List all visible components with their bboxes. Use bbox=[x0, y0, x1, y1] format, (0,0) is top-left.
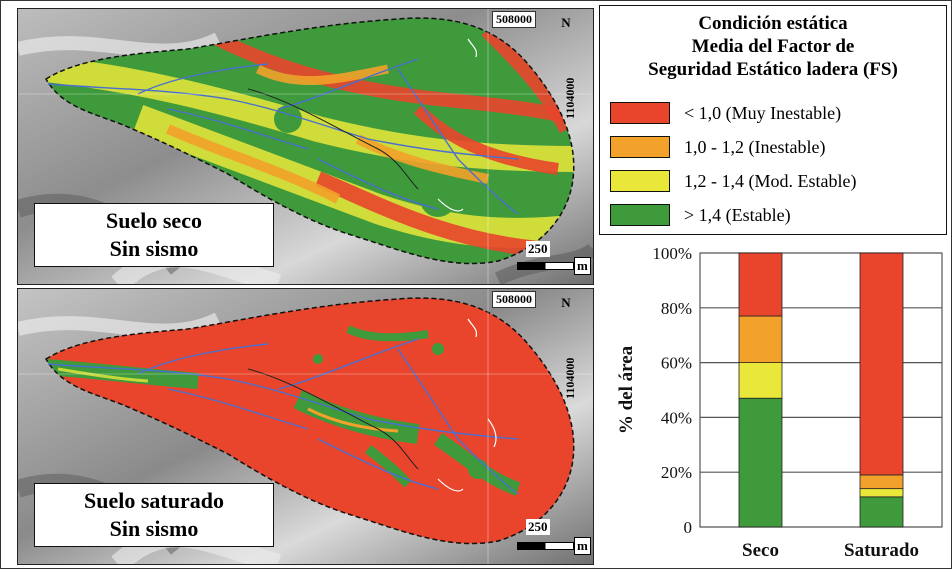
y-tick-label: 80% bbox=[661, 299, 692, 318]
map-dry-scale-bar bbox=[517, 262, 574, 270]
x-tick-label: Saturado bbox=[844, 540, 919, 561]
y-tick-label: 100% bbox=[652, 244, 692, 263]
legend-label-very-unstable: < 1,0 (Muy Inestable) bbox=[684, 102, 842, 123]
area-percentage-chart: 0 20% 40% 60% 80% 100% % del área Seco Saturado bbox=[602, 240, 947, 568]
map-dry-soil: 508000 1104000 N Suelo seco Sin sismo 25… bbox=[17, 8, 594, 285]
map-saturated-soil: 508000 1104000 N Suelo saturado Sin sism… bbox=[17, 288, 594, 565]
bar-segment bbox=[859, 496, 904, 528]
map-saturated-scale-bar bbox=[517, 542, 574, 550]
bar-segment bbox=[738, 397, 783, 528]
map-saturated-label-line1: Suelo saturado bbox=[84, 488, 224, 513]
legend-title-line2: Media del Factor de bbox=[691, 36, 855, 57]
legend-item-unstable: 1,0 - 1,2 (Inestable) bbox=[610, 134, 825, 160]
legend-label-moderately-stable: 1,2 - 1,4 (Mod. Estable) bbox=[684, 170, 857, 191]
legend: Condición estática Media del Factor de S… bbox=[599, 5, 947, 235]
bar-segment bbox=[738, 252, 783, 317]
y-tick-label: 60% bbox=[661, 354, 692, 373]
bar-segment bbox=[859, 488, 904, 498]
map-dry-north-arrow: N bbox=[556, 15, 576, 31]
map-dry-scale-unit: m bbox=[574, 257, 591, 275]
map-saturated-coord-x: 508000 bbox=[492, 291, 536, 308]
bar-segment bbox=[738, 315, 783, 363]
map-dry-label-line1: Suelo seco bbox=[106, 208, 202, 233]
map-dry-label: Suelo seco Sin sismo bbox=[34, 203, 274, 267]
bar-segment bbox=[859, 252, 904, 476]
map-saturated-north-arrow: N bbox=[556, 295, 576, 311]
legend-label-unstable: 1,0 - 1,2 (Inestable) bbox=[684, 136, 826, 157]
legend-swatch-stable bbox=[610, 204, 670, 226]
map-saturated-scale-value: 250 bbox=[526, 519, 550, 535]
stacked-bar-chart: 0 20% 40% 60% 80% 100% % del área Seco Saturado bbox=[616, 244, 943, 561]
bar-segment bbox=[738, 362, 783, 399]
north-label: N bbox=[561, 295, 571, 310]
north-arrow-icon bbox=[556, 295, 594, 565]
x-tick-label: Seco bbox=[742, 540, 779, 561]
y-tick-label: 20% bbox=[661, 463, 692, 482]
legend-swatch-very-unstable bbox=[610, 102, 670, 124]
map-saturated-label-line2: Sin sismo bbox=[109, 516, 199, 541]
map-saturated-label: Suelo saturado Sin sismo bbox=[34, 483, 274, 547]
map-dry-scale-value: 250 bbox=[526, 241, 550, 257]
map-saturated-scale-unit: m bbox=[574, 537, 591, 555]
legend-item-moderately-stable: 1,2 - 1,4 (Mod. Estable) bbox=[610, 168, 856, 194]
legend-title: Condición estática Media del Factor de S… bbox=[600, 12, 946, 81]
legend-title-line1: Condición estática bbox=[698, 13, 848, 34]
y-axis-label: % del área bbox=[616, 345, 637, 434]
legend-item-very-unstable: < 1,0 (Muy Inestable) bbox=[610, 100, 841, 126]
north-arrow-icon bbox=[556, 15, 594, 285]
y-tick-label: 0 bbox=[684, 518, 693, 537]
plot-area bbox=[699, 252, 943, 528]
map-dry-label-line2: Sin sismo bbox=[109, 236, 199, 261]
north-label: N bbox=[561, 15, 571, 30]
bar-segment bbox=[859, 474, 904, 490]
legend-title-line3: Seguridad Estático ladera (FS) bbox=[648, 59, 898, 80]
map-dry-coord-x: 508000 bbox=[492, 11, 536, 28]
legend-item-stable: > 1,4 (Estable) bbox=[610, 202, 791, 228]
legend-swatch-moderately-stable bbox=[610, 170, 670, 192]
legend-swatch-unstable bbox=[610, 136, 670, 158]
legend-label-stable: > 1,4 (Estable) bbox=[684, 204, 791, 225]
y-tick-label: 40% bbox=[661, 408, 692, 427]
